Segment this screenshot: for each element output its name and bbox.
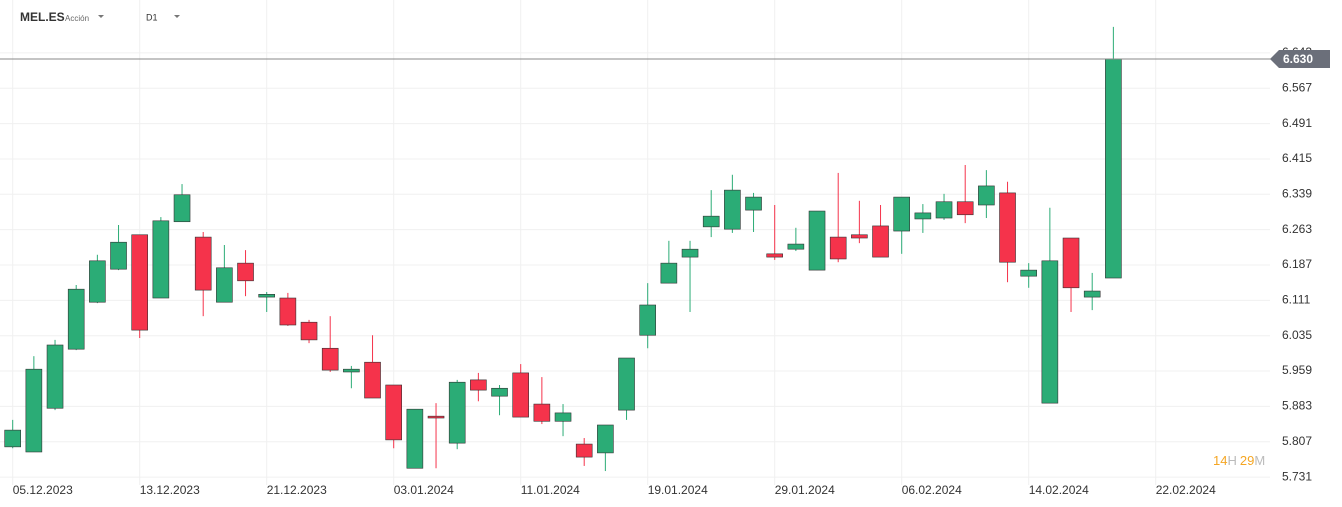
y-tick-label: 6.187: [1282, 257, 1312, 271]
grid: [0, 0, 1270, 485]
countdown-hours-unit: H: [1227, 453, 1236, 468]
candle-body: [575, 443, 593, 458]
x-tick-label: 22.02.2024: [1156, 483, 1216, 497]
candle-body: [131, 234, 148, 331]
candle-body: [872, 225, 889, 258]
candle-body: [152, 220, 170, 299]
candle-body: [46, 344, 64, 409]
candle-body: [237, 262, 254, 282]
candle-body: [491, 387, 508, 397]
candle-body: [597, 424, 614, 454]
candle-body: [914, 212, 932, 220]
candle-body: [1062, 237, 1080, 289]
candle-body: [279, 297, 297, 326]
x-tick-label: 14.02.2024: [1029, 483, 1089, 497]
countdown-minutes: 29: [1240, 453, 1254, 468]
candle-body: [173, 194, 191, 223]
candle-body: [893, 196, 911, 232]
x-tick-label: 11.01.2024: [521, 483, 580, 497]
candle-body: [89, 260, 106, 303]
candle-body: [935, 201, 953, 219]
y-tick-label: 6.035: [1282, 328, 1312, 342]
candle-body: [1041, 260, 1059, 404]
y-tick-label: 5.807: [1282, 434, 1312, 448]
x-tick-label: 05.12.2023: [13, 483, 73, 497]
candle-body: [427, 415, 445, 419]
candle-body: [448, 381, 466, 444]
candle-body: [406, 408, 424, 469]
countdown-hours: 14: [1213, 453, 1227, 468]
candle-body: [364, 361, 381, 399]
x-tick-label: 13.12.2023: [140, 483, 200, 497]
candle-body: [554, 412, 572, 422]
last-price-label: 6.630: [1283, 52, 1313, 66]
candle-body: [110, 241, 127, 270]
candle-body: [194, 236, 212, 291]
candle-body: [321, 347, 339, 371]
candle-body: [956, 201, 974, 216]
y-tick-label: 6.263: [1282, 222, 1312, 236]
countdown-minutes-unit: M: [1254, 453, 1265, 468]
candles: [4, 26, 1122, 472]
candle-body: [533, 403, 551, 422]
y-tick-label: 6.111: [1282, 293, 1311, 307]
symbol[interactable]: MEL.ES: [20, 10, 65, 24]
candle-body: [4, 429, 21, 448]
x-tick-label: 19.01.2024: [648, 483, 708, 497]
candle-body: [787, 243, 805, 250]
timeframe-dropdown[interactable]: [174, 15, 180, 18]
y-tick-label: 5.731: [1282, 469, 1312, 483]
x-tick-label: 29.01.2024: [775, 483, 835, 497]
y-tick-label: 6.491: [1282, 116, 1312, 130]
candle-body: [702, 215, 720, 228]
candle-body: [385, 384, 403, 441]
x-tick-label: 21.12.2023: [267, 483, 327, 497]
candle-body: [766, 253, 784, 258]
candle-body: [808, 210, 826, 271]
candle-body: [1083, 290, 1101, 298]
candle-body: [639, 304, 657, 336]
candle-body: [67, 288, 85, 350]
y-tick-label: 6.339: [1282, 186, 1312, 200]
candle-body: [25, 368, 43, 453]
candle-body: [258, 294, 276, 298]
candle-body: [216, 267, 233, 303]
candle-body: [745, 196, 762, 211]
y-tick-label: 5.883: [1282, 399, 1312, 413]
candle-body: [618, 357, 635, 411]
candle-body: [512, 372, 530, 418]
timeframe[interactable]: D1: [146, 12, 158, 22]
y-tick-label: 6.567: [1282, 80, 1312, 94]
y-tick-label: 5.959: [1282, 363, 1312, 377]
candle-body: [724, 189, 741, 230]
instrument-type: Acción: [65, 14, 89, 23]
candle-body: [978, 185, 995, 206]
axes: 5.731 5.807 5.883 5.959 6.035 6.111 6.187 6.263…: [0, 45, 1330, 497]
candle-body: [1020, 269, 1038, 277]
candle-body: [300, 321, 318, 341]
last-price-tag: [1270, 49, 1330, 68]
candle-body: [999, 192, 1016, 263]
countdown: 14H 29M: [1213, 453, 1265, 468]
candle-body: [1105, 58, 1122, 279]
candle-body: [851, 234, 868, 239]
candle-body: [343, 368, 360, 373]
x-tick-label: 03.01.2024: [394, 483, 454, 497]
candle-body: [681, 248, 699, 258]
candle-body: [660, 262, 678, 284]
candle-body: [470, 379, 487, 391]
candle-body: [829, 236, 847, 260]
y-tick-label: 6.415: [1282, 151, 1312, 165]
x-tick-label: 06.02.2024: [902, 483, 962, 497]
symbol-dropdown[interactable]: [98, 15, 104, 18]
